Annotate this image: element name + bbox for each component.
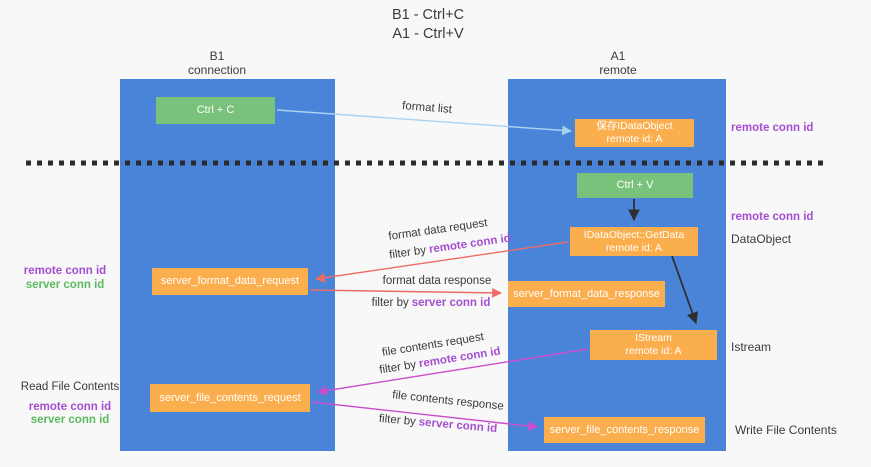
ctrl-c-label: Ctrl + C	[196, 104, 235, 116]
node-idataobject-getdata: IDataObject::GetData remote id: A	[570, 227, 698, 256]
server-format-data-response-label: server_format_data_response	[513, 287, 660, 300]
lane-b1-name: B1	[209, 49, 225, 63]
server-file-contents-response-label: server_file_contents_response	[549, 423, 700, 436]
node-istream: IStream remote id: A	[590, 330, 717, 360]
remote-conn-id-text: remote conn id	[428, 232, 512, 256]
label-file-contents-response: file contents response	[391, 389, 505, 413]
note-group-left-mid: remote conn id server conn id	[22, 265, 108, 292]
node-server-file-contents-request: server_file_contents_request	[150, 384, 310, 412]
lane-header-b1: B1 connection	[157, 49, 277, 77]
label-filter-by-server-1: filter by server conn id	[372, 297, 491, 309]
server-conn-id-text: server conn id	[411, 297, 491, 309]
filter-by-text: filter by	[371, 297, 409, 309]
node-ctrl-v: Ctrl + V	[577, 173, 693, 198]
note-read-file-contents: Read File Contents	[20, 381, 120, 393]
note-istream: Istream	[731, 340, 772, 354]
lane-a1-role: remote	[599, 63, 637, 77]
title-line-2: A1 - Ctrl+V	[392, 26, 464, 42]
note-dataobject: DataObject	[731, 232, 792, 246]
save-idataobject-line1: 保存IDataObject	[596, 120, 673, 132]
note-left-bottom-server: server conn id	[30, 414, 110, 426]
title-line-1: B1 - Ctrl+C	[391, 7, 465, 23]
server-file-contents-request-label: server_file_contents_request	[159, 391, 301, 404]
diagram-title: B1 - Ctrl+C A1 - Ctrl+V	[338, 6, 518, 44]
note-write-file-contents: Write File Contents	[735, 423, 837, 437]
node-server-format-data-request: server_format_data_request	[152, 268, 308, 295]
getdata-line1: IDataObject::GetData	[583, 228, 685, 241]
getdata-line2: remote id: A	[605, 241, 663, 254]
filter-by-text: filter by	[378, 358, 418, 377]
node-ctrl-c: Ctrl + C	[156, 97, 275, 124]
istream-line2: remote id: A	[625, 345, 682, 357]
note-left-mid-remote: remote conn id	[23, 265, 107, 277]
note-left-bottom-remote: remote conn id	[28, 400, 112, 413]
node-save-idataobject: 保存IDataObject remote id: A	[575, 119, 694, 147]
filter-by-text: filter by	[388, 244, 427, 262]
arrow-format-data-response	[309, 287, 502, 298]
note-group-left-bottom: Read File Contents remote conn id server…	[20, 381, 120, 428]
lane-b1-role: connection	[187, 63, 247, 77]
note-remote-conn-id-mid: remote conn id	[731, 211, 814, 223]
note-remote-conn-id-top: remote conn id	[731, 122, 814, 134]
server-format-data-request-label: server_format_data_request	[160, 275, 300, 287]
lane-a1-name: A1	[610, 49, 626, 63]
node-server-file-contents-response: server_file_contents_response	[544, 417, 705, 443]
node-server-format-data-response: server_format_data_response	[508, 281, 665, 307]
filter-by-text: filter by	[378, 412, 417, 429]
label-format-list: format list	[401, 100, 453, 116]
ctrl-v-label: Ctrl + V	[616, 179, 654, 191]
server-conn-id-text: server conn id	[418, 416, 498, 436]
lane-header-a1: A1 remote	[558, 49, 678, 77]
label-filter-by-server-2: filter by server conn id	[378, 413, 497, 435]
label-format-data-response: format data response	[382, 275, 492, 287]
note-left-mid-server: server conn id	[25, 278, 105, 291]
save-idataobject-line2: remote id: A	[606, 133, 663, 145]
istream-line1: IStream	[635, 332, 672, 344]
